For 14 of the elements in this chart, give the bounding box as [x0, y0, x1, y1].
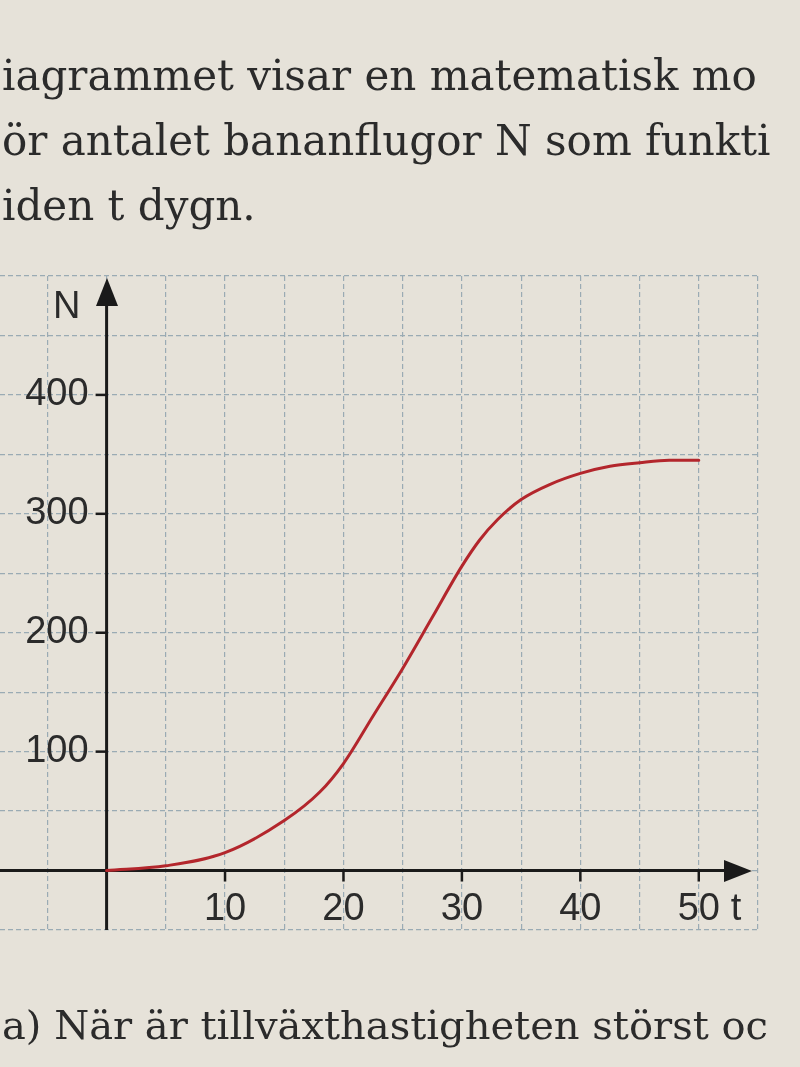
y-tick-label: 200 — [25, 609, 89, 652]
y-tick-label: 100 — [25, 728, 89, 771]
y-tick-label: 400 — [25, 371, 89, 414]
x-tick-label: 20 — [322, 886, 365, 929]
text: a) När är tillväxthastigheten störst oc — [2, 1001, 768, 1050]
x-tick-label: 30 — [440, 886, 484, 929]
x-tick-label: 40 — [559, 886, 602, 929]
chart-title: iagrammet visar en matematisk mo ör antalet bananflugor N som funkti iden t dygn. — [2, 50, 771, 232]
x-axis-title: t — [730, 886, 742, 929]
x-tick-label: 10 — [203, 886, 247, 929]
line-series — [105, 458, 701, 873]
y-tick-label: 300 — [25, 490, 89, 533]
x-tick-label: 50 — [677, 886, 720, 929]
y-axis-title: N — [52, 284, 81, 327]
